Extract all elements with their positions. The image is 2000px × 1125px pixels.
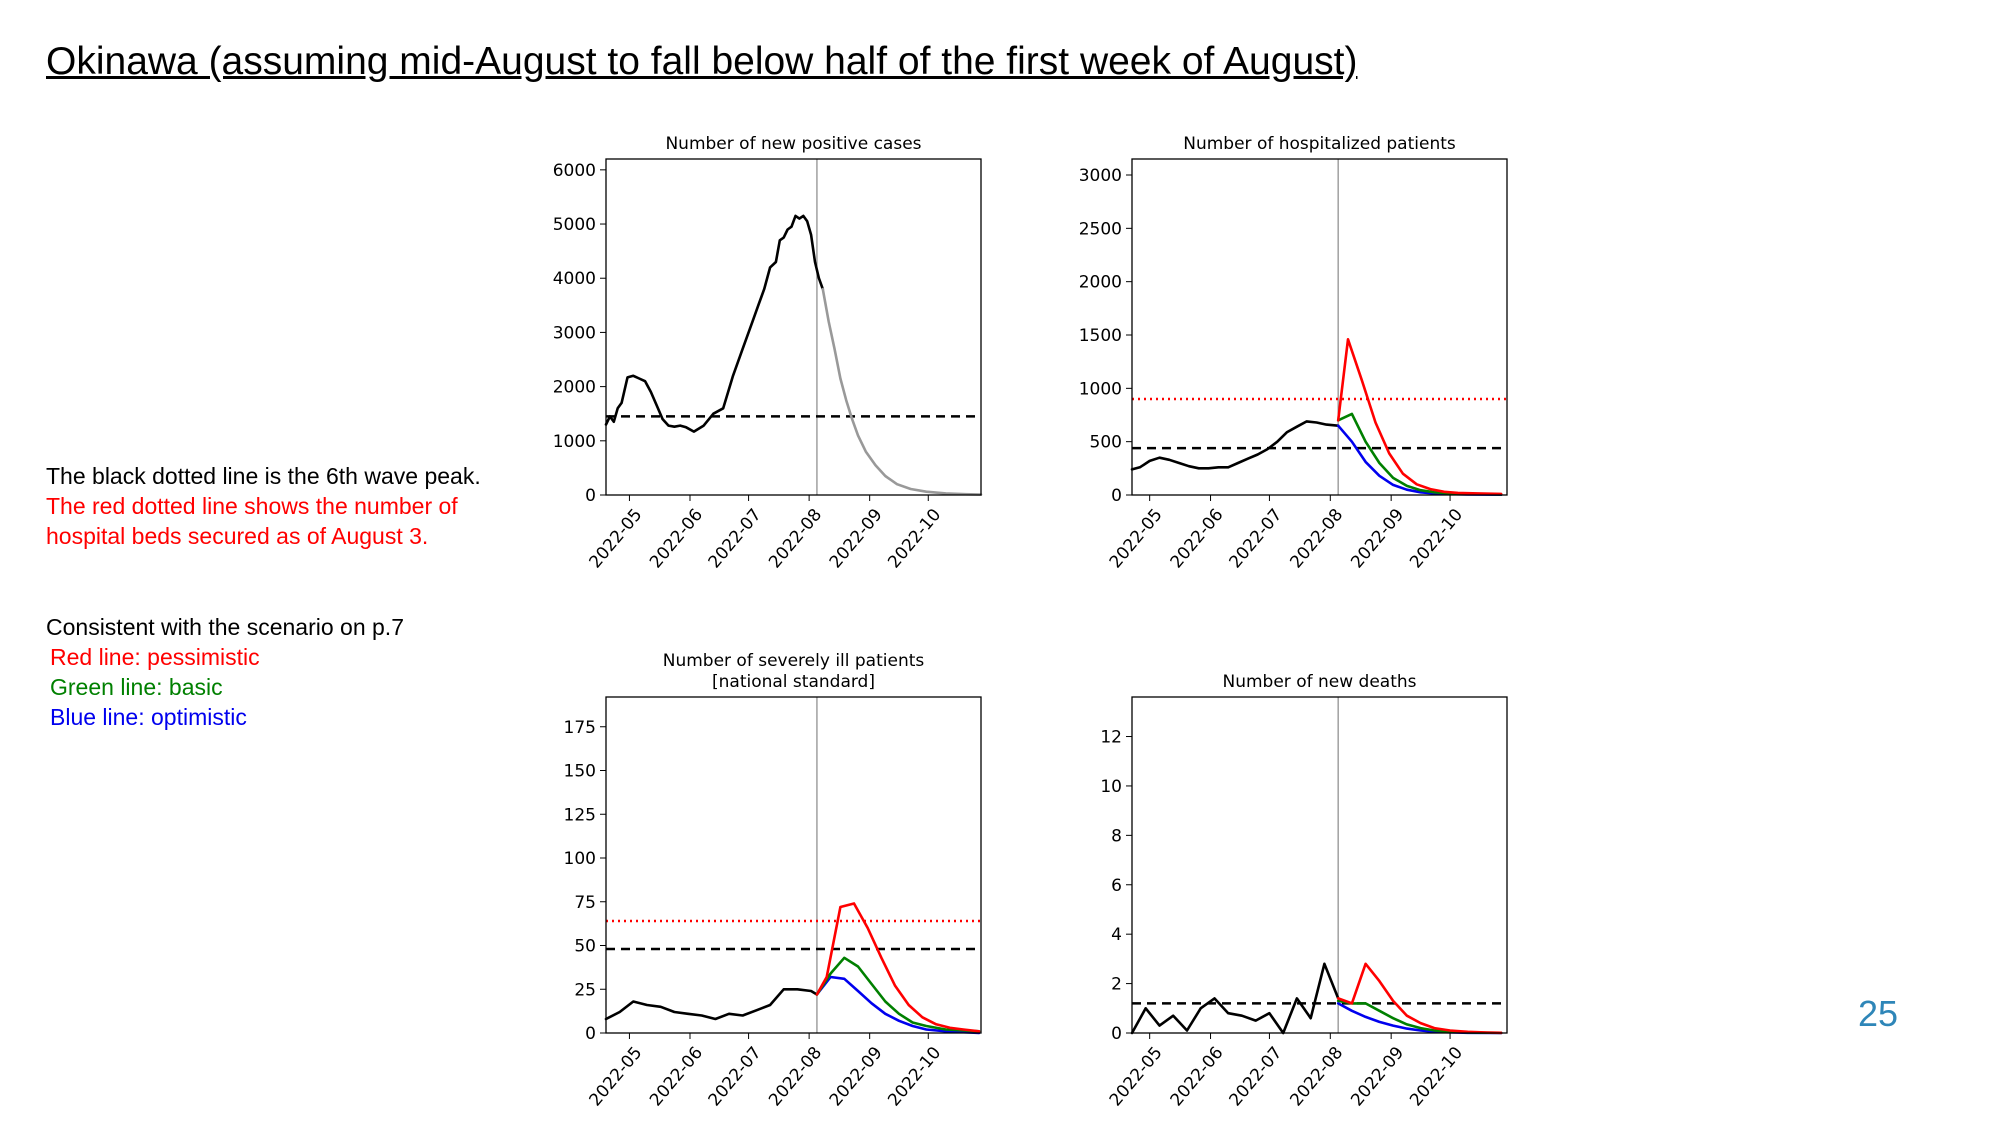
y-tick-label: 100	[564, 849, 596, 869]
y-tick-label: 4000	[553, 269, 596, 289]
y-tick-label: 0	[585, 486, 596, 506]
bed-line-note-1: The red dotted line shows the number of	[46, 493, 458, 519]
y-tick-label: 3000	[1079, 166, 1122, 186]
y-tick-label: 3000	[553, 323, 596, 343]
y-tick-label: 0	[585, 1024, 596, 1044]
y-tick-label: 1000	[553, 432, 596, 452]
plot-frame	[605, 158, 982, 496]
x-tick-label: 2022-06	[646, 1043, 707, 1110]
series-optimistic-line	[815, 975, 981, 1035]
series-observed-line	[604, 987, 819, 1021]
y-tick-label: 12	[1100, 728, 1122, 748]
y-tick-label: 0	[1111, 486, 1122, 506]
x-tick-label: 2022-07	[1225, 1043, 1286, 1110]
x-tick-label: 2022-05	[1106, 1043, 1167, 1110]
y-tick-label: 5000	[553, 215, 596, 235]
y-tick-label: 2	[1111, 975, 1122, 995]
x-tick-label: 2022-08	[765, 1043, 826, 1110]
series-observed-line	[1130, 420, 1340, 471]
series-basic-line	[815, 956, 981, 1033]
plot-frame	[605, 696, 982, 1034]
x-tick-label: 2022-06	[1167, 1043, 1228, 1110]
x-tick-label: 2022-10	[1406, 505, 1467, 572]
chart-title: Number of new deaths	[1223, 672, 1417, 692]
y-tick-label: 2000	[1079, 273, 1122, 293]
line-explanation: The black dotted line is the 6th wave pe…	[46, 461, 481, 551]
x-tick-label: 2022-05	[585, 505, 646, 572]
y-tick-label: 0	[1111, 1024, 1122, 1044]
x-tick-label: 2022-10	[884, 505, 945, 572]
x-tick-label: 2022-09	[826, 505, 887, 572]
x-tick-label: 2022-08	[1286, 1043, 1347, 1110]
x-tick-label: 2022-10	[1406, 1043, 1467, 1110]
x-tick-label: 2022-07	[1225, 505, 1286, 572]
chart-title: Number of new positive cases	[665, 134, 921, 154]
y-tick-label: 500	[1090, 433, 1122, 453]
y-tick-label: 125	[564, 805, 596, 825]
series-basic-line	[1336, 412, 1503, 496]
series-pessimistic-line	[815, 902, 981, 1033]
x-tick-label: 2022-07	[705, 1043, 766, 1110]
x-tick-label: 2022-10	[884, 1043, 945, 1110]
series-observed-line	[1130, 962, 1340, 1035]
x-tick-label: 2022-09	[1347, 505, 1408, 572]
chart-title: Number of hospitalized patients	[1183, 134, 1456, 154]
y-tick-label: 150	[564, 762, 596, 782]
series-pessimistic-line	[1336, 962, 1503, 1035]
y-tick-label: 175	[564, 718, 596, 738]
y-tick-label: 8	[1111, 826, 1122, 846]
legend-optimistic: Blue line: optimistic	[50, 704, 247, 730]
slide-title: Okinawa (assuming mid-August to fall bel…	[46, 40, 1358, 83]
chart-hospitalized-patients: Number of hospitalized patients 0 500 1000 1…	[1079, 134, 1508, 572]
x-tick-label: 2022-06	[646, 505, 707, 572]
chart-new-positive-cases: Number of new positive cases 0 1000 2000 300…	[553, 134, 983, 572]
chart-severely-ill-patients: Number of severely ill patients[national…	[564, 651, 982, 1110]
bed-line-note-2: hospital beds secured as of August 3.	[46, 523, 429, 549]
legend-basic: Green line: basic	[50, 674, 223, 700]
scenario-legend: Consistent with the scenario on p.7 Red …	[46, 612, 404, 732]
x-tick-label: 2022-05	[1106, 505, 1167, 572]
x-tick-label: 2022-05	[585, 1043, 646, 1110]
y-tick-label: 10	[1100, 777, 1122, 797]
y-tick-label: 25	[574, 980, 596, 1000]
y-tick-label: 6000	[553, 161, 596, 181]
plot-frame	[1131, 158, 1508, 496]
series-projection-line	[821, 287, 983, 496]
y-tick-label: 50	[574, 937, 596, 957]
x-tick-label: 2022-06	[1167, 505, 1228, 572]
scenario-intro: Consistent with the scenario on p.7	[46, 614, 404, 640]
x-tick-label: 2022-08	[765, 505, 826, 572]
legend-pessimistic: Red line: pessimistic	[50, 644, 260, 670]
y-tick-label: 1000	[1079, 379, 1122, 399]
y-tick-label: 6	[1111, 876, 1122, 896]
plot-frame	[1131, 696, 1508, 1034]
x-tick-label: 2022-07	[705, 505, 766, 572]
y-tick-label: 4	[1111, 925, 1122, 945]
y-tick-label: 1500	[1079, 326, 1122, 346]
chart-title: [national standard]	[712, 672, 875, 692]
y-tick-label: 2000	[553, 378, 596, 398]
x-tick-label: 2022-09	[1347, 1043, 1408, 1110]
series-observed-line	[604, 214, 825, 433]
y-tick-label: 2500	[1079, 219, 1122, 239]
x-tick-label: 2022-09	[826, 1043, 887, 1110]
page-number: 25	[1858, 993, 1899, 1034]
x-tick-label: 2022-08	[1286, 505, 1347, 572]
y-tick-label: 75	[574, 893, 596, 913]
chart-title: Number of severely ill patients	[663, 651, 925, 671]
peak-line-note: The black dotted line is the 6th wave pe…	[46, 463, 481, 489]
series-pessimistic-line	[1336, 338, 1503, 496]
